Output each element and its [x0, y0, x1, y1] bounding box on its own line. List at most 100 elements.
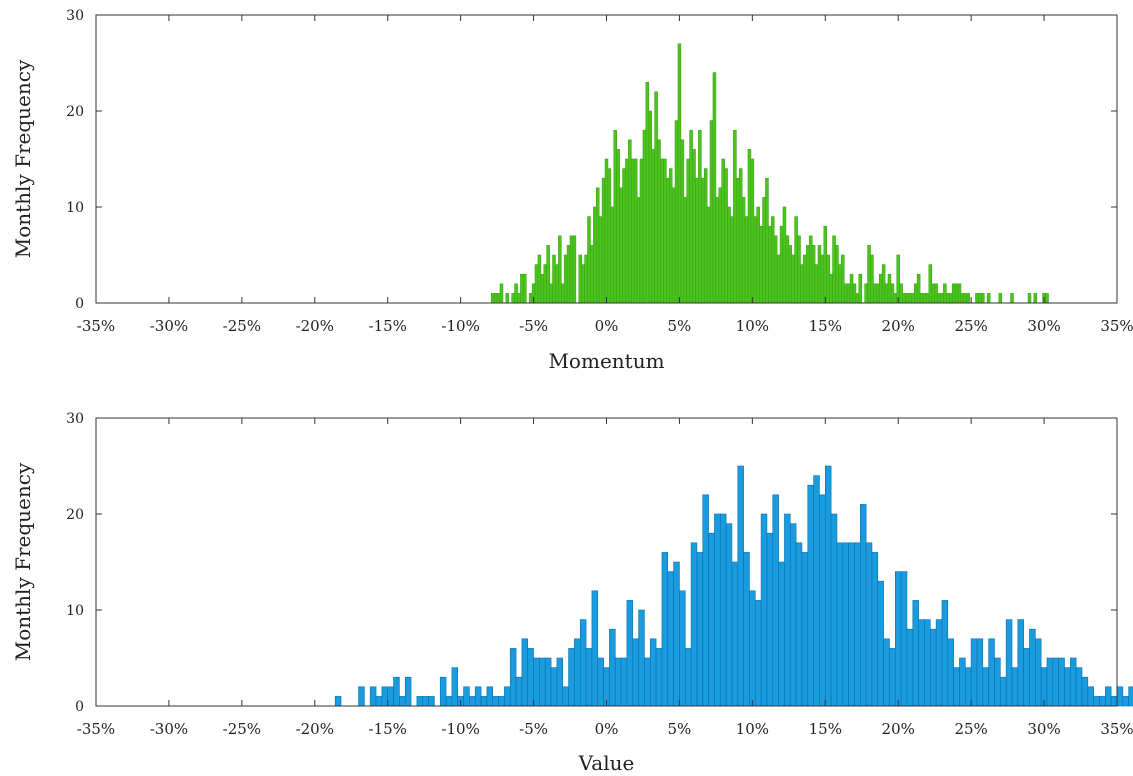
bar — [649, 638, 657, 707]
bar — [889, 648, 896, 707]
bar — [854, 542, 861, 707]
bar — [533, 657, 540, 707]
bar — [721, 158, 725, 304]
bar — [975, 293, 979, 304]
bar — [595, 187, 600, 304]
bar — [668, 168, 673, 304]
bar — [715, 197, 720, 304]
bar — [375, 696, 383, 707]
bar — [1033, 293, 1038, 304]
bar — [846, 283, 851, 304]
x-tick-label: 35% — [1100, 317, 1133, 335]
bar — [970, 638, 978, 707]
y-tick-label: 10 — [66, 603, 84, 619]
bar — [684, 648, 692, 707]
bar — [499, 283, 504, 304]
bar — [963, 293, 968, 304]
bar — [884, 283, 889, 304]
bar — [422, 696, 429, 707]
bar — [604, 158, 609, 304]
x-tick-label: 25% — [954, 317, 987, 335]
bar — [994, 657, 1001, 707]
bar — [1128, 686, 1133, 707]
bar — [1052, 657, 1059, 707]
momentum-histogram: -35% -30% -25% -20% -15% -10% -5% 0% 5% 10% 15% 20%… — [11, 8, 1133, 373]
bar — [679, 590, 686, 707]
bar — [747, 149, 752, 304]
x-tick-label: -5% — [519, 720, 548, 738]
bar — [922, 293, 927, 304]
bar — [943, 283, 947, 304]
bar — [928, 264, 933, 304]
bar — [947, 638, 954, 707]
bar — [469, 696, 476, 707]
bar — [756, 206, 760, 304]
x-tick-label: 0% — [595, 720, 619, 738]
y-axis-label: Monthly Frequency — [11, 59, 35, 258]
bar — [908, 293, 912, 304]
bar — [609, 628, 616, 707]
bar — [585, 648, 593, 707]
bar — [894, 571, 902, 707]
bar — [520, 273, 524, 304]
bar — [959, 657, 966, 707]
bar — [750, 158, 755, 304]
bar — [841, 254, 845, 304]
bar — [660, 158, 664, 304]
bar — [574, 638, 581, 707]
y-tick-label: 30 — [66, 8, 84, 24]
bar — [829, 273, 833, 304]
bar — [1122, 696, 1129, 707]
x-tick-label: 20% — [882, 720, 915, 738]
bar — [544, 657, 552, 707]
bar — [1000, 676, 1007, 707]
bar — [703, 168, 708, 304]
x-tick-label: -35% — [77, 317, 115, 335]
bar — [709, 120, 714, 304]
bar — [724, 168, 728, 304]
x-tick-label: -35% — [77, 720, 115, 738]
bar — [671, 187, 676, 304]
x-tick-label: 35% — [1100, 720, 1133, 738]
bar — [556, 657, 564, 707]
x-axis-label: Value — [578, 751, 635, 775]
bar — [935, 619, 943, 707]
bar — [381, 686, 389, 707]
bar — [794, 216, 798, 304]
bar — [610, 206, 615, 304]
bar — [509, 648, 517, 707]
bar — [569, 235, 574, 304]
bar — [1023, 648, 1030, 707]
bar — [642, 129, 647, 304]
bar — [515, 676, 523, 707]
bar — [916, 273, 921, 304]
value-histogram: -35% -30% -25% -20% -15% -10% -5% 0% 5% 10% 15% 20%… — [11, 411, 1133, 775]
bar — [648, 110, 653, 304]
bar — [960, 293, 965, 304]
bar — [1087, 686, 1094, 707]
bar — [399, 696, 406, 707]
bar — [887, 273, 892, 304]
bar — [795, 542, 803, 707]
bar — [754, 600, 762, 707]
x-tick-label: -20% — [296, 317, 334, 335]
y-axis-label: Monthly Frequency — [11, 462, 35, 661]
bar — [765, 177, 769, 304]
bar — [1058, 657, 1065, 707]
bar — [813, 475, 820, 707]
bar — [690, 542, 698, 707]
y-tick-label: 30 — [66, 411, 84, 427]
bar — [505, 293, 510, 304]
bar — [883, 638, 890, 707]
bar — [563, 254, 568, 304]
bar — [587, 216, 591, 304]
x-tick-label: -10% — [441, 720, 479, 738]
bar — [702, 494, 709, 707]
bar — [463, 686, 470, 707]
bar — [674, 120, 679, 304]
bar — [773, 235, 778, 304]
bar — [718, 187, 723, 304]
x-tick-label: 15% — [809, 720, 842, 738]
x-tick-label: 5% — [668, 720, 692, 738]
bar — [905, 293, 909, 304]
